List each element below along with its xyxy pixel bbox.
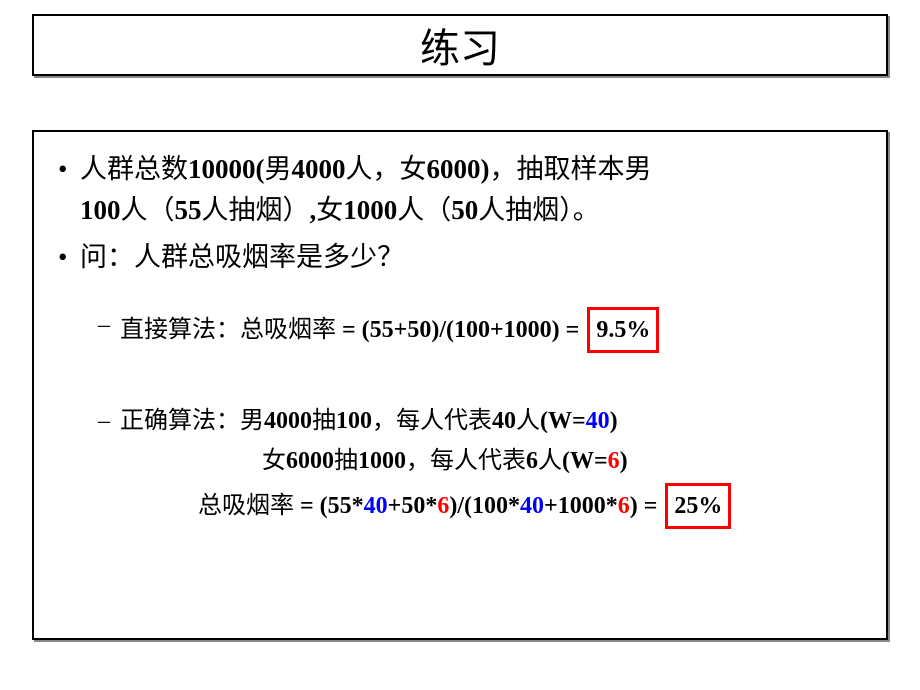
male-smokers: 55 <box>175 195 202 225</box>
f-pre: 女 <box>262 448 286 474</box>
mid: )/(100* <box>449 493 520 519</box>
f-tail: ，每人代表 <box>406 448 526 474</box>
w-open: (W= <box>562 448 608 474</box>
paren-close: ) <box>481 154 490 184</box>
smoke: 人抽烟 <box>202 195 283 225</box>
direct-eq: = (55+50)/(100+1000) = <box>336 317 585 343</box>
question-text: 问：人群总吸烟率是多少？ <box>80 242 404 272</box>
female-label: 女 <box>400 154 427 184</box>
people: 人 <box>397 195 424 225</box>
male-sample: 100 <box>80 195 121 225</box>
text: 人群总数 <box>80 154 188 184</box>
question-line: 问：人群总吸烟率是多少？ <box>56 238 864 277</box>
eq-open: = (55* <box>294 493 364 519</box>
correct-method-line2: 女6000抽1000，每人代表6人(W=6) <box>56 443 864 479</box>
f-sample: 1000 <box>358 448 406 474</box>
people: 人 <box>346 154 373 184</box>
comma: ， <box>373 154 400 184</box>
male-count: 4000 <box>292 154 346 184</box>
people: 人 <box>121 195 148 225</box>
female-sample: 1000 <box>343 195 397 225</box>
f-tail2: 人 <box>538 448 562 474</box>
m-weight: 40 <box>492 408 516 434</box>
female-label: 女 <box>316 195 343 225</box>
m-w-val: 40 <box>586 408 610 434</box>
correct-label: 正确算法：男 <box>120 408 264 434</box>
m-tail2: 人 <box>516 408 540 434</box>
plus: +50* <box>388 493 438 519</box>
paren: （ <box>424 195 451 225</box>
correct-method-line1: 正确算法：男4000抽100，每人代表40人(W=40) <box>56 403 864 439</box>
paren: （ <box>148 195 175 225</box>
paren: ） <box>559 195 573 225</box>
female-count: 6000 <box>427 154 481 184</box>
direct-method-line: 直接算法：总吸烟率 = (55+50)/(100+1000) = 9.5% <box>56 307 864 353</box>
final-label: 总吸烟率 <box>198 493 294 519</box>
direct-result-box: 9.5% <box>587 307 659 353</box>
sample-pre: 抽取样本男 <box>517 154 652 184</box>
paren-open: ( <box>256 154 265 184</box>
title-box: 练习 <box>32 14 888 76</box>
period: 。 <box>573 195 600 225</box>
problem-line1: 人群总数10000(男4000人，女6000)，抽取样本男 <box>56 150 864 189</box>
final-result-box: 25% <box>665 483 731 529</box>
male-label: 男 <box>265 154 292 184</box>
v6a: 6 <box>437 493 449 519</box>
title-text: 练习 <box>420 16 500 74</box>
direct-label: 直接算法：总吸烟率 <box>120 317 336 343</box>
w-open: (W= <box>540 408 586 434</box>
m-mid: 抽 <box>312 408 336 434</box>
w-close: ) <box>610 408 618 434</box>
paren: ） <box>283 195 310 225</box>
w-close: ) <box>620 448 628 474</box>
m-tail: ，每人代表 <box>372 408 492 434</box>
close: ) = <box>630 493 664 519</box>
smoke: 人抽烟 <box>478 195 559 225</box>
final-line: 总吸烟率 = (55*40+50*6)/(100*40+1000*6) = 25… <box>56 483 864 529</box>
female-smokers: 50 <box>451 195 478 225</box>
plus2: +1000* <box>544 493 618 519</box>
v40a: 40 <box>364 493 388 519</box>
total: 10000 <box>188 154 256 184</box>
content-box: 人群总数10000(男4000人，女6000)，抽取样本男 100人（55人抽烟… <box>32 130 888 640</box>
f-weight: 6 <box>526 448 538 474</box>
f-total: 6000 <box>286 448 334 474</box>
f-mid: 抽 <box>334 448 358 474</box>
f-w-val: 6 <box>608 448 620 474</box>
spacer <box>56 357 864 403</box>
comma2: ， <box>490 154 517 184</box>
m-sample: 100 <box>336 408 372 434</box>
v40b: 40 <box>520 493 544 519</box>
v6b: 6 <box>618 493 630 519</box>
problem-line2: 100人（55人抽烟）,女1000人（50人抽烟）。 <box>56 191 864 230</box>
m-total: 4000 <box>264 408 312 434</box>
